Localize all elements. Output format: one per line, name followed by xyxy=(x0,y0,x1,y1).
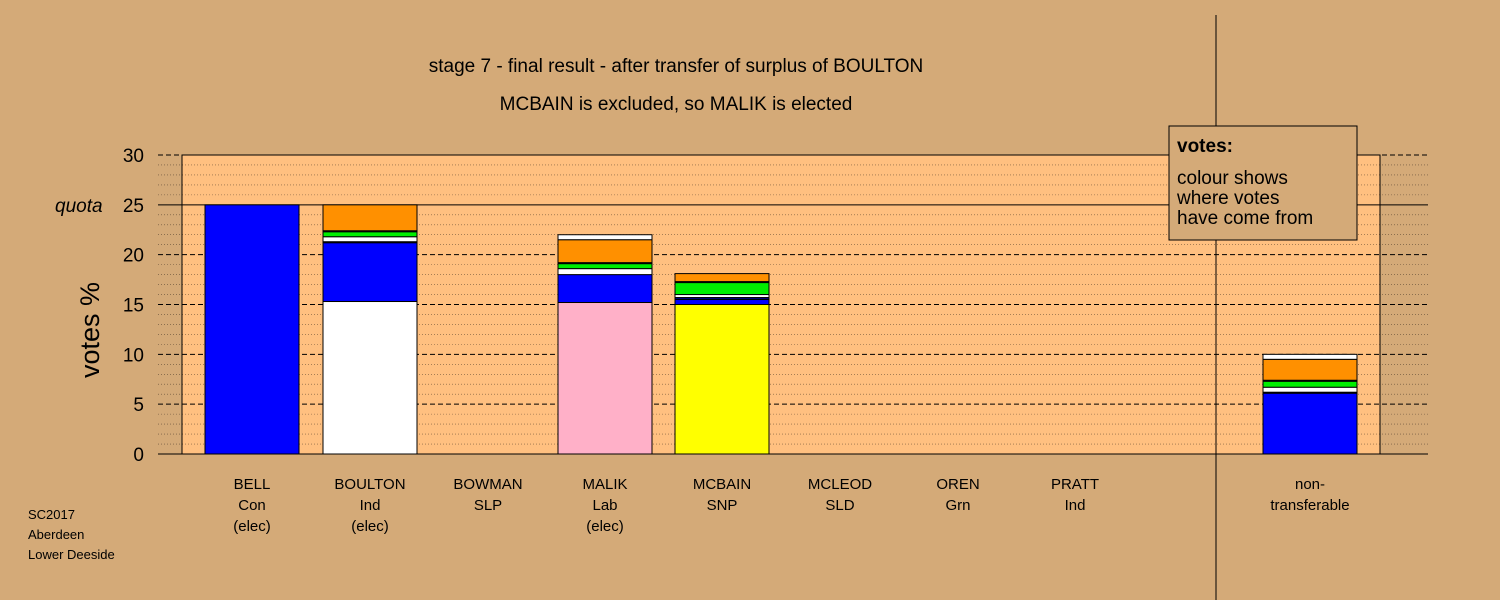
y-tick-label: 0 xyxy=(133,445,144,466)
bar-segment xyxy=(322,242,418,303)
bar-segment xyxy=(674,299,770,305)
category-label: BOWMAN xyxy=(453,476,522,493)
category-label: Lab xyxy=(592,497,617,514)
chart-title: stage 7 - final result - after transfer … xyxy=(429,56,924,77)
category-label: MCLEOD xyxy=(808,476,872,493)
quota-label: quota xyxy=(55,196,103,217)
category-label: PRATT xyxy=(1051,476,1099,493)
y-tick-label: 20 xyxy=(123,246,144,267)
bar-segment xyxy=(1262,380,1358,388)
category-labels: BELL Con (elec) BOULTON Ind (elec) BOWMAN SLP MA… xyxy=(233,476,1349,535)
footnote-line: Aberdeen xyxy=(28,527,84,542)
legend-title: votes: xyxy=(1177,136,1233,157)
category-label: Ind xyxy=(1065,497,1086,514)
bar-segment xyxy=(1262,358,1358,381)
category-label: MCBAIN xyxy=(693,476,751,493)
footnote-line: SC2017 xyxy=(28,507,75,522)
y-tick-label: 10 xyxy=(123,345,144,366)
y-tick-label: 25 xyxy=(123,196,144,217)
bar-segment xyxy=(204,204,300,455)
bar-segment xyxy=(674,304,770,455)
category-label: Grn xyxy=(945,497,970,514)
category-label: SLD xyxy=(825,497,854,514)
category-label: SLP xyxy=(474,497,502,514)
bar-stacks xyxy=(204,204,1358,455)
legend-box xyxy=(1168,125,1358,241)
bar-segment xyxy=(557,274,653,304)
legend-line: have come from xyxy=(1177,208,1313,229)
category-label: Con xyxy=(238,497,266,514)
category-label: (elec) xyxy=(586,518,624,535)
bar-segment xyxy=(557,239,653,264)
y-tick-label: 15 xyxy=(123,296,144,317)
category-label: (elec) xyxy=(351,518,389,535)
footnote: SC2017 Aberdeen Lower Deeside xyxy=(28,507,115,562)
bar-segment xyxy=(674,282,770,296)
bar-segment xyxy=(1262,353,1358,360)
footnote-line: Lower Deeside xyxy=(28,547,115,562)
category-label: BELL xyxy=(234,476,271,493)
category-label: (elec) xyxy=(233,518,271,535)
bar-segment xyxy=(322,236,418,243)
category-label: Ind xyxy=(360,497,381,514)
chart-subtitle: MCBAIN is excluded, so MALIK is elected xyxy=(500,94,853,115)
bar-segment xyxy=(674,273,770,283)
bar-segment xyxy=(557,234,653,241)
category-label: non- xyxy=(1295,476,1325,493)
bar-segment xyxy=(557,302,653,455)
bar-segment xyxy=(557,268,653,276)
y-axis: 0 5 10 15 20 25 30 quota xyxy=(55,146,144,466)
legend-line: where votes xyxy=(1176,188,1279,209)
y-axis-label: votes % xyxy=(75,282,105,378)
bar-segment xyxy=(322,301,418,455)
bar-segment xyxy=(557,263,653,270)
y-tick-label: 30 xyxy=(123,146,144,167)
bar-segment xyxy=(1262,386,1358,393)
legend: votes: colour shows where votes have com… xyxy=(1168,125,1358,241)
category-label: transferable xyxy=(1270,497,1349,514)
category-label: BOULTON xyxy=(334,476,405,493)
category-label: OREN xyxy=(936,476,979,493)
category-label: SNP xyxy=(707,497,738,514)
bar-segment xyxy=(322,231,418,238)
category-label: MALIK xyxy=(582,476,627,493)
bar-segment xyxy=(1262,392,1358,455)
legend-line: colour shows xyxy=(1177,168,1288,189)
bar-segment xyxy=(322,204,418,232)
y-tick-label: 5 xyxy=(133,395,144,416)
